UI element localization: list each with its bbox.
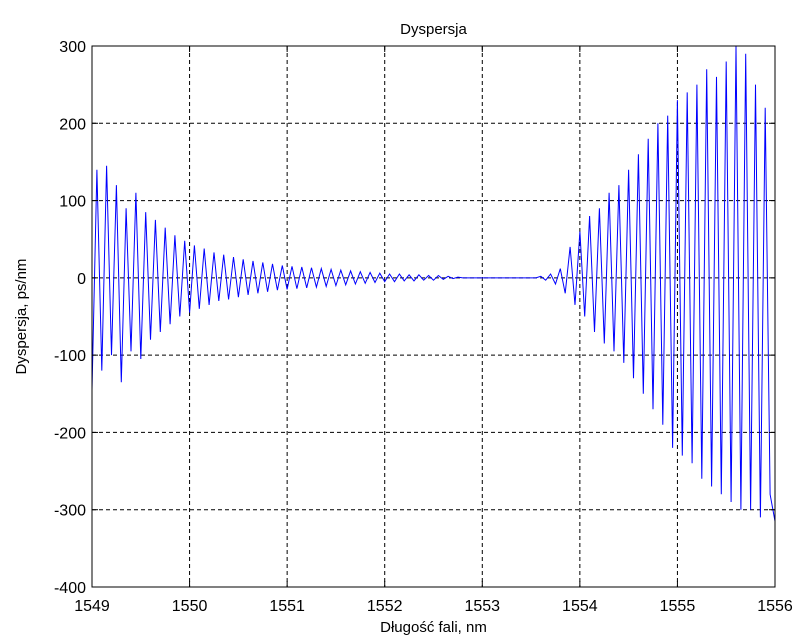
y-tick-label: -100 [54, 348, 86, 365]
x-axis-title: Długość fali, nm [380, 619, 487, 636]
y-tick-label: 0 [77, 271, 86, 288]
x-tick-label: 1555 [660, 598, 696, 615]
y-tick-label: 300 [59, 39, 86, 56]
y-tick-label: -300 [54, 503, 86, 520]
x-tick-label: 1551 [269, 598, 305, 615]
dispersion-series-line [91, 45, 776, 522]
x-tick-label: 1554 [562, 598, 598, 615]
y-tick-label: -200 [54, 425, 86, 442]
x-tick-label: 1556 [757, 598, 793, 615]
x-tick-label: 1552 [367, 598, 403, 615]
y-tick-label: -400 [54, 580, 86, 597]
axis-ticks: 1549 1550 1551 1552 1553 1554 1555 1556 -400 -300… [54, 39, 793, 615]
x-tick-label: 1550 [172, 598, 208, 615]
x-tick-label: 1553 [464, 598, 500, 615]
y-axis-title: Dyspersja, ps/nm [13, 259, 30, 375]
grid-lines [92, 46, 775, 587]
chart-title: Dyspersja [400, 21, 467, 38]
data-series [91, 45, 776, 522]
plot-area [92, 46, 775, 587]
y-tick-label: 100 [59, 194, 86, 211]
y-tick-label: 200 [59, 116, 86, 133]
x-tick-label: 1549 [74, 598, 110, 615]
axes-frame [91, 45, 776, 588]
